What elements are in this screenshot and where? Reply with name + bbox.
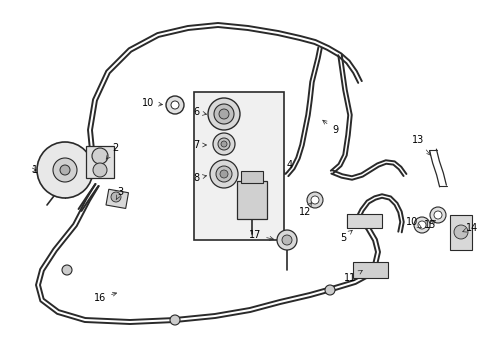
Text: 2: 2 — [106, 143, 118, 159]
Bar — [352, 262, 387, 278]
Text: 11: 11 — [343, 270, 362, 283]
Circle shape — [171, 101, 179, 109]
Circle shape — [310, 196, 318, 204]
Text: 6: 6 — [193, 107, 206, 117]
Circle shape — [165, 96, 183, 114]
Circle shape — [207, 98, 240, 130]
Text: 12: 12 — [298, 203, 311, 217]
Circle shape — [429, 207, 445, 223]
Text: 17: 17 — [248, 230, 273, 240]
Circle shape — [92, 148, 108, 164]
Text: 14: 14 — [462, 223, 477, 233]
Text: 7: 7 — [192, 140, 206, 150]
Circle shape — [218, 138, 229, 150]
Text: 1: 1 — [32, 165, 38, 175]
Circle shape — [214, 104, 234, 124]
Circle shape — [306, 192, 323, 208]
Text: 9: 9 — [322, 120, 337, 135]
Circle shape — [219, 109, 228, 119]
Circle shape — [433, 211, 441, 219]
Text: 13: 13 — [411, 135, 430, 155]
Bar — [346, 214, 381, 228]
Text: 3: 3 — [116, 187, 123, 200]
Circle shape — [93, 163, 107, 177]
Text: 5: 5 — [339, 230, 351, 243]
Circle shape — [53, 158, 77, 182]
Bar — [106, 189, 128, 208]
Text: 10: 10 — [405, 217, 421, 228]
Circle shape — [216, 166, 231, 182]
Circle shape — [276, 230, 296, 250]
Circle shape — [170, 315, 180, 325]
Circle shape — [325, 285, 334, 295]
Bar — [86, 146, 114, 178]
Text: 15: 15 — [423, 220, 435, 230]
Bar — [449, 215, 471, 250]
Circle shape — [221, 141, 226, 147]
Circle shape — [62, 265, 72, 275]
Circle shape — [220, 170, 227, 178]
Circle shape — [282, 235, 291, 245]
Circle shape — [37, 142, 93, 198]
Text: 10: 10 — [142, 98, 162, 108]
Bar — [241, 171, 263, 183]
Bar — [194, 92, 284, 240]
Circle shape — [453, 225, 467, 239]
Circle shape — [111, 192, 121, 202]
Text: 8: 8 — [193, 173, 206, 183]
Circle shape — [213, 133, 235, 155]
Circle shape — [413, 217, 429, 233]
Text: 4: 4 — [284, 160, 292, 174]
Circle shape — [417, 221, 425, 229]
Text: 16: 16 — [94, 292, 116, 303]
Circle shape — [60, 165, 70, 175]
Bar — [237, 181, 266, 219]
Circle shape — [209, 160, 238, 188]
